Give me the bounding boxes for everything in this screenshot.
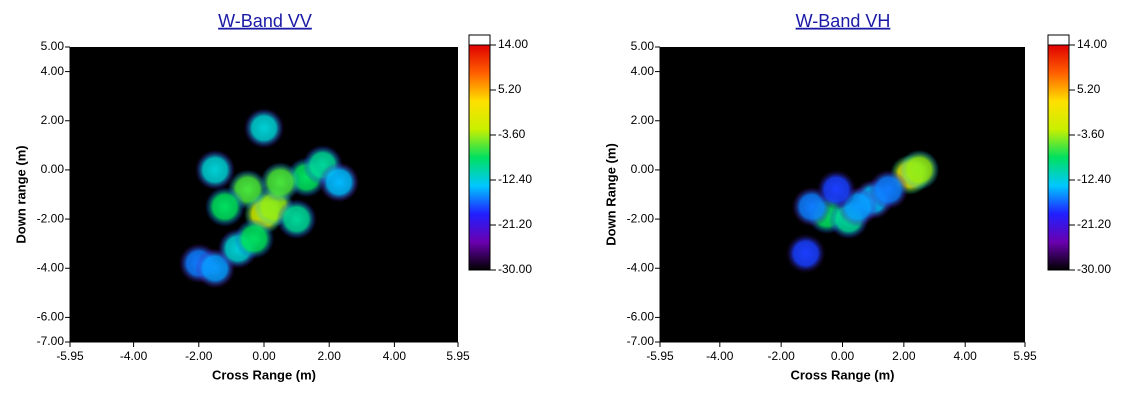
colorbar-tick-label: 5.20 (1077, 82, 1101, 96)
colorbar (468, 44, 491, 271)
colorbar-top (1047, 34, 1070, 46)
colorbar-tick-label: -12.40 (1077, 172, 1111, 186)
colorbar-tick-label: 14.00 (498, 37, 528, 51)
y-tick-label: -2.00 (627, 211, 655, 225)
y-tick-label: -7.00 (627, 334, 655, 348)
colorbar (1047, 44, 1070, 271)
x-tick-label: 0.00 (252, 349, 276, 363)
colorbar-tick-label: -3.60 (1077, 127, 1105, 141)
y-tick-label: 4.00 (631, 64, 655, 78)
colorbar-tick-label: 14.00 (1077, 37, 1107, 51)
x-tick-label: 5.95 (1013, 349, 1037, 363)
y-tick-label: 5.00 (631, 39, 655, 53)
heat-blob (816, 169, 857, 210)
heat-blob (234, 218, 275, 259)
y-tick-label: -4.00 (37, 260, 65, 274)
colorbar-tick-label: -21.20 (498, 217, 532, 231)
x-axis-label: Cross Range (m) (212, 367, 316, 382)
colorbar-tick-label: -21.20 (1077, 217, 1111, 231)
colorbar-tick-label: -30.00 (498, 262, 532, 276)
colorbar-tick-label: 5.20 (498, 82, 522, 96)
heat-blob (785, 233, 826, 274)
colorbar-tick-label: -3.60 (498, 127, 526, 141)
y-tick-label: -2.00 (37, 211, 65, 225)
y-tick-label: 2.00 (631, 113, 655, 127)
y-tick-label: 5.00 (41, 39, 65, 53)
y-tick-label: -4.00 (627, 260, 655, 274)
x-tick-label: 5.95 (446, 349, 470, 363)
x-tick-label: -2.00 (185, 349, 213, 363)
x-tick-label: -4.00 (706, 349, 734, 363)
heat-blob (260, 162, 301, 203)
colorbar-tick-label: -12.40 (498, 172, 532, 186)
y-tick-label: 4.00 (41, 64, 65, 78)
x-tick-label: -5.95 (56, 349, 84, 363)
y-tick-label: 2.00 (41, 113, 65, 127)
y-tick-label: -6.00 (37, 310, 65, 324)
x-tick-label: -4.00 (120, 349, 148, 363)
colorbar-tick-label: -30.00 (1077, 262, 1111, 276)
y-tick-label: -6.00 (627, 310, 655, 324)
x-tick-label: -2.00 (767, 349, 795, 363)
x-tick-label: -5.95 (646, 349, 674, 363)
heat-blob (204, 186, 245, 227)
x-tick-label: 2.00 (318, 349, 342, 363)
heat-blob (868, 169, 909, 210)
y-tick-label: 0.00 (631, 162, 655, 176)
heat-blob (899, 149, 940, 190)
y-axis-label: Down Range (m) (603, 143, 618, 246)
x-tick-label: 0.00 (831, 349, 855, 363)
heat-blob (318, 162, 359, 203)
chart-title: W-Band VV (218, 11, 312, 31)
x-tick-label: 4.00 (954, 349, 978, 363)
x-tick-label: 4.00 (383, 349, 407, 363)
y-tick-label: -7.00 (37, 334, 65, 348)
chart-title: W-Band VH (796, 11, 891, 31)
x-tick-label: 2.00 (892, 349, 916, 363)
heat-blob (244, 108, 284, 149)
heat-blob (276, 199, 317, 240)
y-axis-label: Down range (m) (13, 145, 28, 243)
heat-blob (195, 149, 236, 190)
x-axis-label: Cross Range (m) (790, 367, 894, 382)
y-tick-label: 0.00 (41, 162, 65, 176)
colorbar-top (468, 34, 491, 46)
